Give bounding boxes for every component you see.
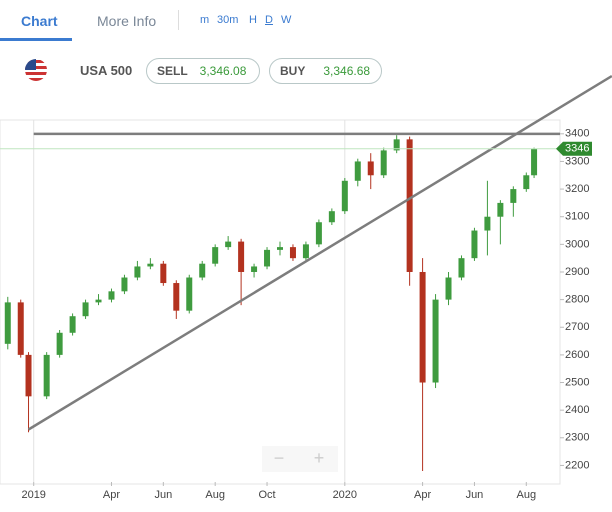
y-tick-label: 3400: [565, 128, 589, 140]
candle-body: [56, 332, 63, 355]
candle-body: [147, 263, 154, 267]
candle-body: [82, 302, 89, 317]
flag-icon: [25, 59, 47, 81]
candle-body: [186, 277, 193, 311]
candle-body: [238, 241, 245, 272]
timeframe[interactable]: D: [265, 14, 273, 26]
candle-body: [531, 148, 538, 176]
candle-body: [134, 266, 141, 278]
y-tick-label: 2200: [565, 459, 589, 471]
y-tick-label: 2900: [565, 266, 589, 278]
candle-body: [108, 291, 115, 300]
timeframe[interactable]: W: [281, 14, 292, 26]
zoom-bar: [262, 446, 338, 472]
candle-body: [419, 271, 426, 383]
x-tick-label: Aug: [517, 489, 537, 501]
candle-body: [173, 283, 180, 311]
y-tick-label: 2600: [565, 349, 589, 361]
candle-body: [393, 139, 400, 151]
candle-body: [289, 247, 296, 259]
y-tick-label: 2500: [565, 376, 589, 388]
timeframe[interactable]: 30m: [217, 14, 239, 26]
candle-body: [341, 180, 348, 212]
candle-body: [95, 299, 102, 303]
candle-body: [328, 211, 335, 223]
sell-label: SELL: [157, 64, 188, 78]
candle-body: [199, 263, 206, 278]
timeframe[interactable]: H: [249, 14, 257, 26]
candle-body: [264, 249, 271, 267]
candle-body: [445, 277, 452, 300]
candle-body: [380, 150, 387, 176]
candle-body: [471, 230, 478, 259]
candle-body: [277, 247, 283, 250]
zoom-out[interactable]: −: [274, 448, 285, 468]
candle-body: [367, 161, 374, 176]
candle-body: [160, 263, 167, 284]
candle-body: [458, 258, 465, 278]
x-tick-label: Apr: [103, 489, 120, 501]
zoom-in[interactable]: +: [314, 448, 325, 468]
x-tick-label: Apr: [414, 489, 431, 501]
candle-body: [510, 189, 517, 203]
sell-price: 3,346.08: [199, 64, 247, 78]
candle-body: [432, 299, 439, 383]
y-tick-label: 2800: [565, 294, 589, 306]
tab-more-info[interactable]: More Info: [97, 13, 157, 29]
instrument-name: USA 500: [80, 63, 133, 78]
candle-body: [225, 241, 232, 248]
candle-body: [523, 175, 530, 190]
y-tick-label: 3200: [565, 183, 589, 195]
sell-button[interactable]: SELL 3,346.08: [146, 58, 260, 84]
buy-price: 3,346.68: [323, 64, 371, 78]
candle-body: [17, 302, 24, 355]
timeframe[interactable]: m: [200, 14, 210, 26]
candle-body: [69, 316, 76, 333]
current-price-label: 3346: [565, 143, 589, 155]
y-tick-label: 2300: [565, 432, 589, 444]
buy-button[interactable]: BUY 3,346.68: [269, 58, 382, 84]
divider: [178, 10, 179, 30]
tab-chart[interactable]: Chart: [21, 13, 58, 29]
x-tick-label: Jun: [466, 489, 484, 501]
candle-body: [354, 161, 361, 181]
y-tick-label: 2400: [565, 404, 589, 416]
candle-body: [497, 202, 504, 217]
candle-body: [25, 354, 32, 397]
x-tick-label: 2020: [333, 489, 357, 501]
tab-underline: [0, 38, 72, 41]
y-tick-label: 3000: [565, 238, 589, 250]
y-tick-label: 3300: [565, 155, 589, 167]
y-tick-label: 3100: [565, 211, 589, 223]
candle-body: [251, 266, 258, 272]
candle-body: [484, 216, 491, 231]
x-tick-label: 2019: [21, 489, 45, 501]
trendline: [27, 74, 612, 431]
candle-body: [406, 139, 413, 272]
candle-body: [43, 354, 50, 397]
x-tick-label: Aug: [205, 489, 225, 501]
current-price-tag: [556, 141, 592, 156]
candle-body: [4, 302, 11, 344]
y-tick-label: 2700: [565, 321, 589, 333]
x-tick-label: Jun: [154, 489, 172, 501]
plot-frame: [0, 119, 561, 485]
buy-label: BUY: [280, 64, 306, 78]
candle-body: [121, 277, 128, 292]
candle-body: [315, 222, 322, 245]
candle-body: [212, 247, 219, 264]
candle-body: [302, 244, 309, 259]
x-tick-label: Oct: [258, 489, 275, 501]
